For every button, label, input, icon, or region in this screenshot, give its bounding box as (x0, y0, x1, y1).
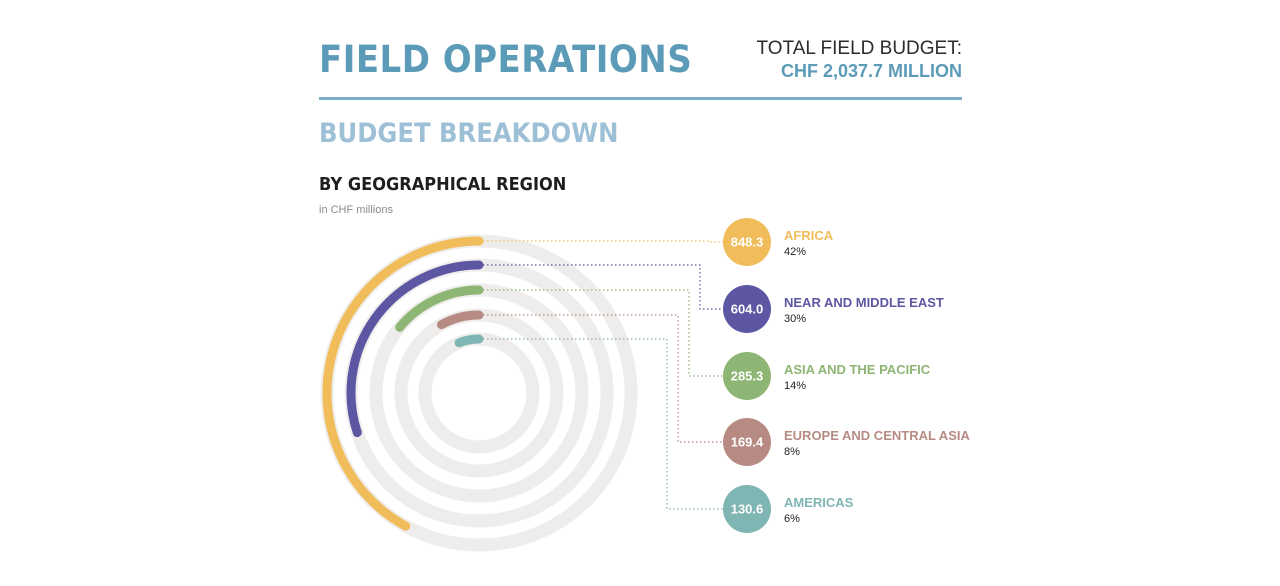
value-badge (723, 352, 771, 400)
value-badge (723, 418, 771, 466)
value-badge (723, 218, 771, 266)
units-note: in CHF millions (319, 204, 393, 216)
region-percent: 8% (784, 446, 800, 458)
region-percent: 14% (784, 380, 806, 392)
region-name: AMERICAS (784, 495, 854, 510)
chart-subtitle: BY GEOGRAPHICAL REGION (319, 174, 567, 195)
region-percent: 6% (784, 513, 800, 525)
bar-arc (436, 310, 484, 330)
value-label: 169.4 (731, 435, 764, 450)
region-percent: 30% (784, 313, 806, 325)
track-ring (418, 332, 540, 454)
region-name: AFRICA (784, 228, 834, 243)
page-title: FIELD OPERATIONS (319, 38, 693, 81)
value-label: 604.0 (731, 302, 764, 317)
total-budget-value: CHF 2,037.7 MILLION (780, 61, 962, 81)
region-name: ASIA AND THE PACIFIC (784, 362, 931, 377)
connector-line (479, 314, 723, 443)
value-label: 848.3 (731, 235, 764, 250)
value-label: 130.6 (731, 502, 764, 517)
bar-arc (395, 285, 484, 332)
value-label: 285.3 (731, 369, 764, 384)
connector-line (479, 264, 723, 310)
connector-line (479, 240, 723, 243)
region-name: NEAR AND MIDDLE EAST (784, 295, 944, 310)
region-name: EUROPE AND CENTRAL ASIA (784, 428, 970, 443)
header-divider (319, 97, 962, 100)
value-badge (723, 485, 771, 533)
bar-arc (454, 334, 484, 348)
connector-line (479, 289, 723, 377)
connector-line (479, 338, 723, 510)
value-badge (723, 285, 771, 333)
total-budget-label: TOTAL FIELD BUDGET: (756, 38, 962, 59)
bar-arc (346, 260, 484, 438)
bar-arc (322, 236, 484, 531)
section-title: BUDGET BREAKDOWN (319, 118, 619, 149)
region-percent: 42% (784, 246, 806, 258)
